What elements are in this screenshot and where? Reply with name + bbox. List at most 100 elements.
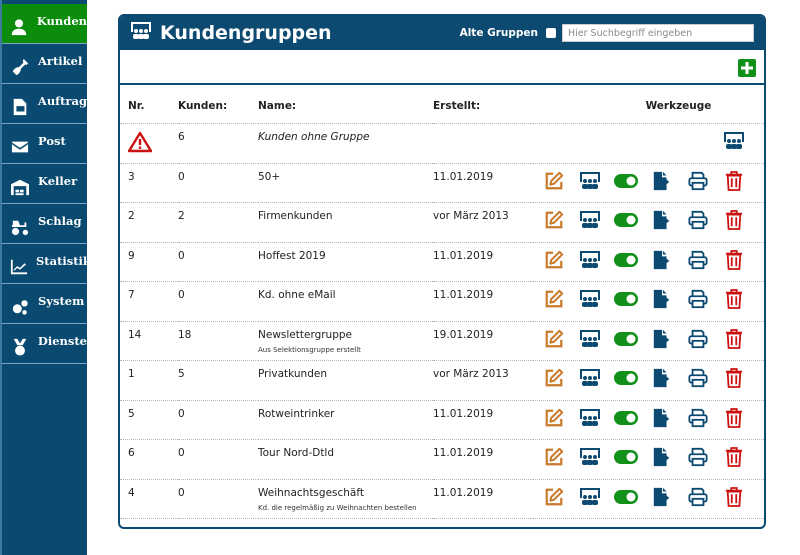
trash-icon bbox=[725, 447, 743, 467]
sidebar-item-statistik[interactable]: Statistik bbox=[2, 244, 91, 284]
sidebar-item-artikel[interactable]: Artikel bbox=[2, 44, 87, 84]
print-button[interactable] bbox=[680, 170, 716, 192]
active-toggle[interactable] bbox=[608, 486, 644, 508]
active-toggle[interactable] bbox=[608, 407, 644, 429]
created-date: vor März 2013 bbox=[433, 210, 509, 222]
group-name[interactable]: Firmenkunden bbox=[258, 210, 333, 222]
active-toggle[interactable] bbox=[608, 446, 644, 468]
group-name[interactable]: Tour Nord-Dtld bbox=[258, 447, 335, 459]
active-toggle[interactable] bbox=[608, 367, 644, 389]
edit-button[interactable] bbox=[536, 328, 572, 350]
print-button[interactable] bbox=[680, 288, 716, 310]
sidebar-item-keller[interactable]: Keller bbox=[2, 164, 87, 204]
members-button[interactable] bbox=[572, 249, 608, 271]
table-row: 5 0 Rotweintrinker 11.01.2019 bbox=[120, 400, 764, 440]
export-icon bbox=[653, 408, 670, 427]
sidebar-item-schlag[interactable]: Schlag bbox=[2, 204, 87, 244]
search-input[interactable] bbox=[562, 24, 754, 42]
members-button[interactable] bbox=[572, 328, 608, 350]
sidebar-item-dienste[interactable]: Dienste bbox=[2, 324, 87, 364]
toggle-icon bbox=[614, 331, 638, 346]
sidebar-item-label: Artikel bbox=[38, 53, 83, 68]
export-icon bbox=[653, 250, 670, 269]
group-name[interactable]: Kunden ohne Gruppe bbox=[258, 130, 370, 143]
export-button[interactable] bbox=[644, 170, 680, 192]
trash-icon bbox=[725, 289, 743, 309]
group-name[interactable]: Rotweintrinker bbox=[258, 407, 335, 420]
export-button[interactable] bbox=[644, 446, 680, 468]
members-button[interactable] bbox=[572, 407, 608, 429]
sidebar-item-label: Post bbox=[38, 133, 66, 148]
sidebar-item-auftrag[interactable]: Auftrag bbox=[2, 84, 87, 124]
export-button[interactable] bbox=[644, 209, 680, 231]
kunden-count: 0 bbox=[178, 486, 185, 499]
delete-button[interactable] bbox=[716, 367, 752, 389]
print-button[interactable] bbox=[680, 486, 716, 508]
delete-button[interactable] bbox=[716, 328, 752, 350]
edit-button[interactable] bbox=[536, 249, 572, 271]
active-toggle[interactable] bbox=[608, 209, 644, 231]
trash-icon bbox=[725, 210, 743, 230]
edit-button[interactable] bbox=[536, 367, 572, 389]
edit-button[interactable] bbox=[536, 288, 572, 310]
tractor-icon bbox=[10, 217, 30, 237]
members-button[interactable] bbox=[572, 170, 608, 192]
created-date: 11.01.2019 bbox=[433, 447, 494, 459]
group-icon bbox=[580, 171, 600, 189]
group-name[interactable]: Hoffest 2019 bbox=[258, 249, 326, 262]
members-button[interactable] bbox=[572, 486, 608, 508]
edit-button[interactable] bbox=[536, 407, 572, 429]
delete-button[interactable] bbox=[716, 170, 752, 192]
table-row: 3 0 50+ 11.01.2019 bbox=[120, 163, 764, 203]
trash-icon bbox=[725, 249, 743, 270]
export-icon bbox=[653, 171, 670, 190]
edit-button[interactable] bbox=[536, 170, 572, 192]
print-button[interactable] bbox=[680, 249, 716, 271]
active-toggle[interactable] bbox=[608, 328, 644, 350]
active-toggle[interactable] bbox=[608, 288, 644, 310]
print-button[interactable] bbox=[680, 328, 716, 350]
delete-button[interactable] bbox=[716, 486, 752, 508]
edit-button[interactable] bbox=[536, 486, 572, 508]
add-group-button[interactable] bbox=[738, 59, 756, 77]
warning-icon bbox=[127, 131, 153, 152]
active-toggle[interactable] bbox=[608, 249, 644, 271]
delete-button[interactable] bbox=[716, 446, 752, 468]
created-date: 11.01.2019 bbox=[433, 170, 494, 183]
print-button[interactable] bbox=[680, 367, 716, 389]
sidebar-item-system[interactable]: System bbox=[2, 284, 87, 324]
members-button[interactable] bbox=[572, 367, 608, 389]
members-button[interactable] bbox=[572, 446, 608, 468]
export-button[interactable] bbox=[644, 288, 680, 310]
group-nr: 6 bbox=[128, 447, 135, 459]
old-groups-checkbox[interactable] bbox=[546, 28, 556, 38]
group-name[interactable]: Kd. ohne eMail bbox=[258, 289, 336, 301]
delete-button[interactable] bbox=[716, 209, 752, 231]
delete-button[interactable] bbox=[716, 288, 752, 310]
edit-button[interactable] bbox=[536, 446, 572, 468]
bottle-icon bbox=[10, 57, 30, 77]
active-toggle[interactable] bbox=[608, 170, 644, 192]
delete-button[interactable] bbox=[716, 407, 752, 429]
export-button[interactable] bbox=[644, 367, 680, 389]
group-icon[interactable] bbox=[716, 130, 752, 152]
sidebar-top bbox=[2, 0, 87, 4]
members-button[interactable] bbox=[572, 288, 608, 310]
export-button[interactable] bbox=[644, 486, 680, 508]
sidebar-item-post[interactable]: Post bbox=[2, 124, 87, 164]
export-button[interactable] bbox=[644, 328, 680, 350]
export-button[interactable] bbox=[644, 249, 680, 271]
members-button[interactable] bbox=[572, 209, 608, 231]
group-name[interactable]: Weihnachtsgeschäft bbox=[258, 486, 364, 499]
delete-button[interactable] bbox=[716, 249, 752, 271]
print-button[interactable] bbox=[680, 209, 716, 231]
group-name[interactable]: Privatkunden bbox=[258, 368, 327, 380]
group-icon bbox=[580, 250, 600, 268]
print-button[interactable] bbox=[680, 446, 716, 468]
sidebar-item-kunden[interactable]: Kunden bbox=[2, 4, 87, 44]
print-button[interactable] bbox=[680, 407, 716, 429]
export-button[interactable] bbox=[644, 407, 680, 429]
group-name[interactable]: 50+ bbox=[258, 170, 281, 183]
group-name[interactable]: Newslettergruppe bbox=[258, 328, 353, 341]
edit-button[interactable] bbox=[536, 209, 572, 231]
